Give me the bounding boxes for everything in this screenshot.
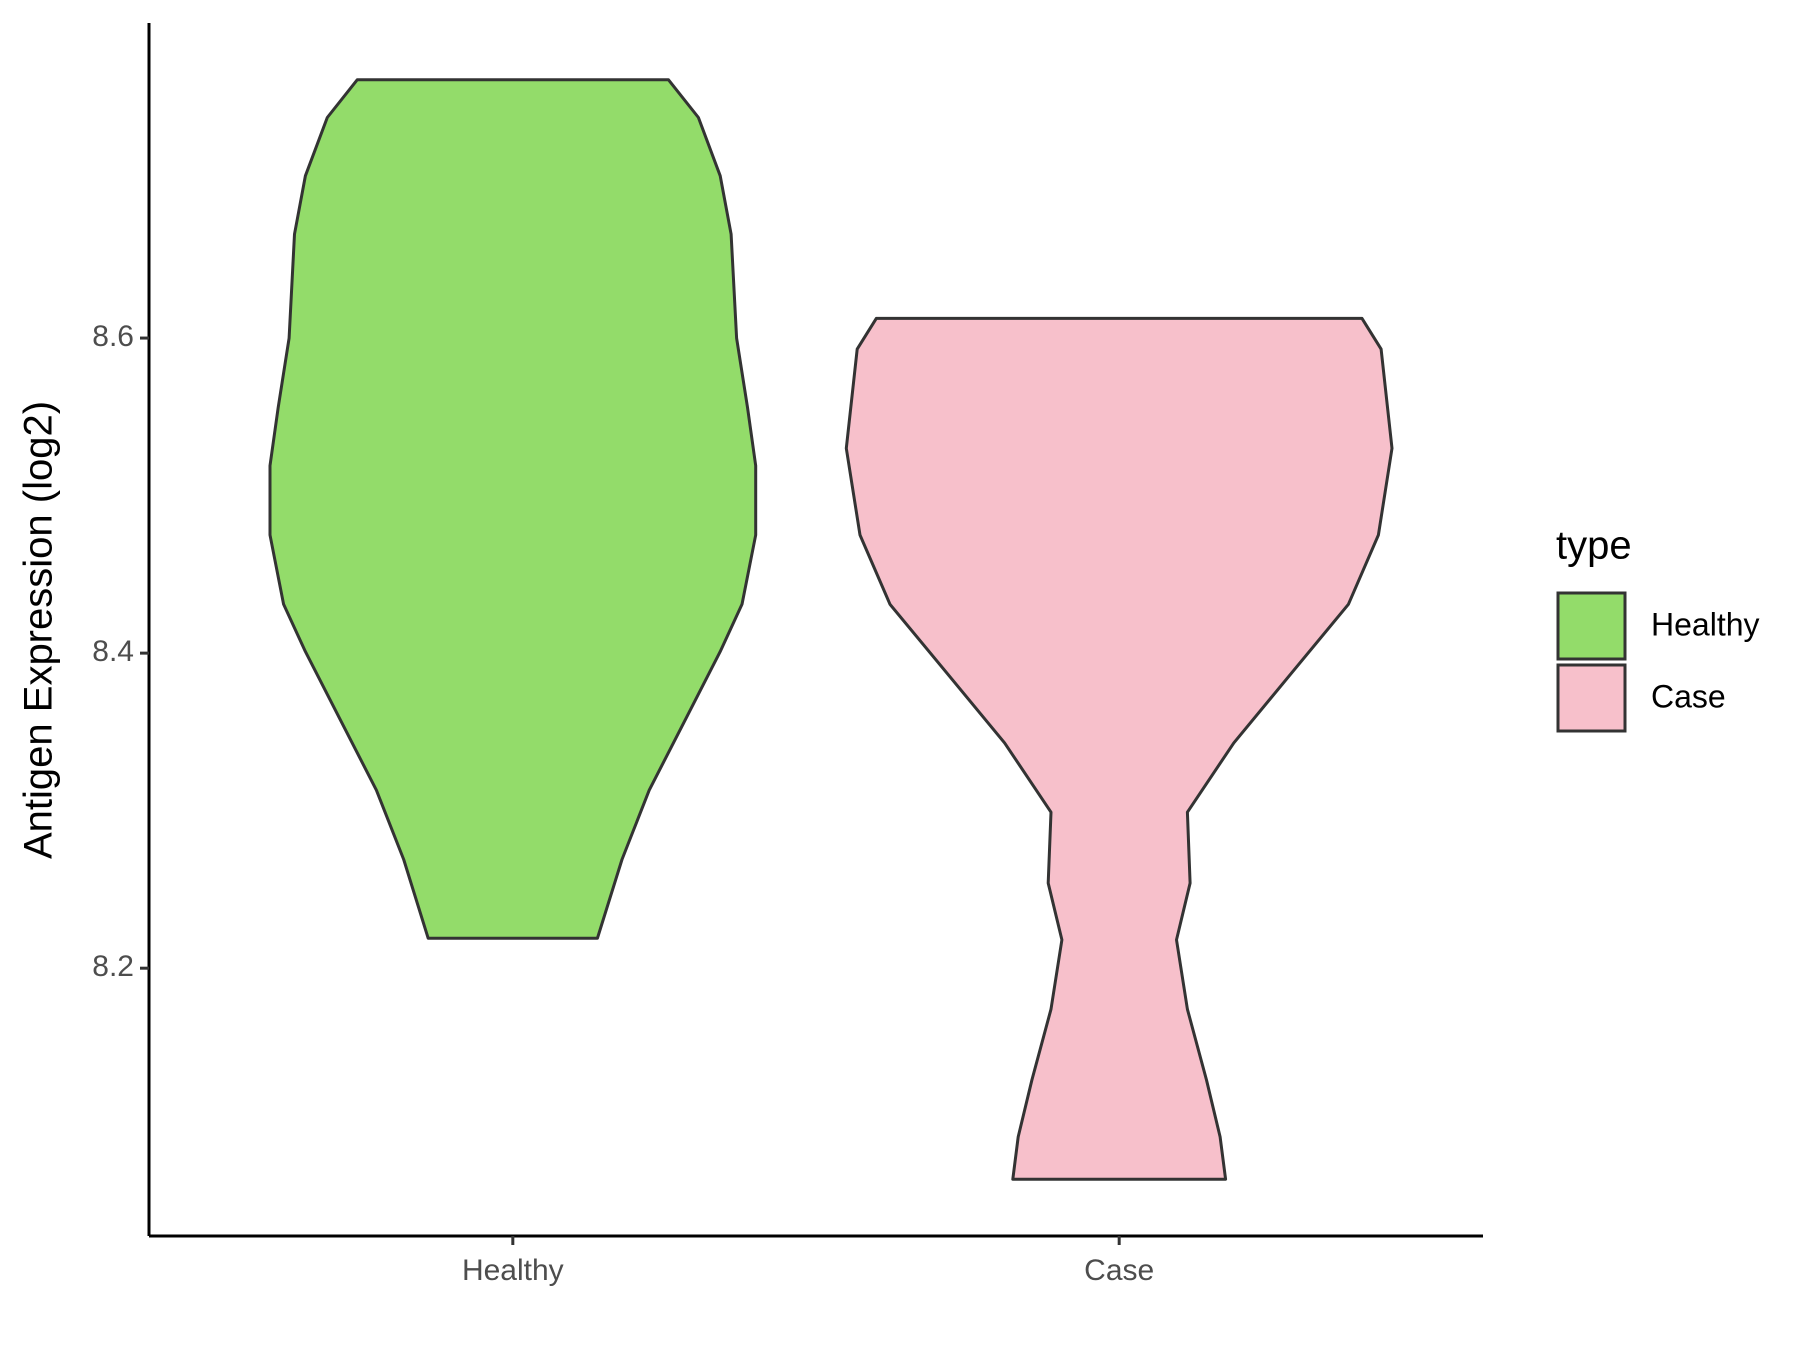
y-tick-label: 8.6 [92, 320, 134, 353]
violin [268, 78, 758, 940]
x-tick-label: Case [1084, 1254, 1154, 1287]
legend-key [1556, 591, 1627, 661]
legend-label: Healthy [1651, 606, 1760, 642]
y-tick-label: 8.4 [92, 635, 134, 668]
legend-title: type [1556, 524, 1632, 568]
violin [844, 316, 1394, 1181]
legend-key [1556, 663, 1627, 733]
y-axis-title: Antigen Expression (log2) [17, 401, 61, 859]
x-tick-label: Healthy [462, 1254, 564, 1287]
legend-label: Case [1651, 678, 1726, 714]
y-tick-label: 8.2 [92, 950, 134, 983]
